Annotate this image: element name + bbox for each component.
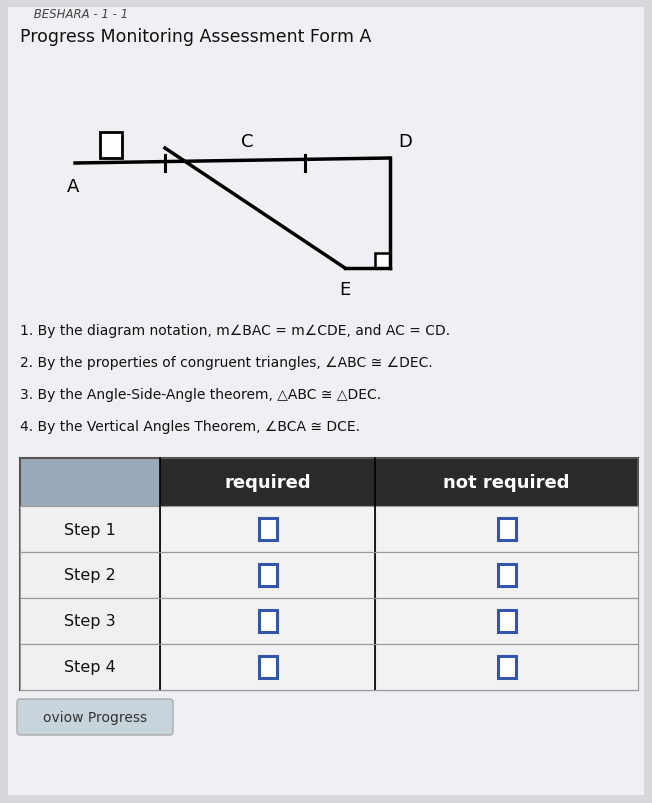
Text: oviow Progress: oviow Progress bbox=[43, 710, 147, 724]
Bar bbox=[160, 644, 375, 690]
Text: D: D bbox=[398, 132, 412, 151]
Bar bbox=[497, 519, 516, 540]
Text: 3. By the Angle-Side-Angle theorem, △ABC ≅ △DEC.: 3. By the Angle-Side-Angle theorem, △ABC… bbox=[20, 388, 381, 402]
Bar bbox=[259, 565, 276, 586]
Text: C: C bbox=[241, 132, 254, 151]
Text: Progress Monitoring Assessment Form A: Progress Monitoring Assessment Form A bbox=[20, 28, 372, 46]
Bar bbox=[259, 519, 276, 540]
Text: A: A bbox=[67, 177, 79, 196]
Bar bbox=[20, 552, 160, 598]
Bar bbox=[375, 507, 638, 552]
Bar bbox=[20, 459, 638, 690]
Bar bbox=[160, 552, 375, 598]
Bar bbox=[100, 132, 122, 159]
Text: not required: not required bbox=[443, 474, 570, 491]
Bar bbox=[375, 644, 638, 690]
Bar bbox=[20, 459, 160, 507]
Bar bbox=[497, 565, 516, 586]
Bar bbox=[20, 507, 160, 552]
Bar bbox=[375, 598, 638, 644]
Bar bbox=[497, 610, 516, 632]
Bar bbox=[20, 459, 638, 507]
Text: Step 2: Step 2 bbox=[64, 568, 116, 583]
Bar bbox=[375, 552, 638, 598]
Text: 2. By the properties of congruent triangles, ∠ABC ≅ ∠DEC.: 2. By the properties of congruent triang… bbox=[20, 356, 433, 369]
Bar bbox=[160, 507, 375, 552]
Bar bbox=[259, 656, 276, 679]
Text: Step 3: Step 3 bbox=[64, 613, 116, 629]
Bar bbox=[497, 656, 516, 679]
Text: E: E bbox=[340, 281, 351, 299]
FancyBboxPatch shape bbox=[17, 699, 173, 735]
Bar bbox=[375, 254, 390, 269]
Text: required: required bbox=[224, 474, 311, 491]
Bar bbox=[20, 644, 160, 690]
Bar bbox=[160, 598, 375, 644]
Text: 4. By the Vertical Angles Theorem, ∠BCA ≅ DCE.: 4. By the Vertical Angles Theorem, ∠BCA … bbox=[20, 419, 360, 434]
Text: Step 4: Step 4 bbox=[64, 660, 116, 675]
Text: Step 1: Step 1 bbox=[64, 522, 116, 537]
Text: BESHARA - 1 - 1: BESHARA - 1 - 1 bbox=[15, 8, 128, 21]
Bar bbox=[20, 598, 160, 644]
Text: 1. By the diagram notation, m∠BAC = m∠CDE, and AC = CD.: 1. By the diagram notation, m∠BAC = m∠CD… bbox=[20, 324, 450, 337]
Bar bbox=[259, 610, 276, 632]
